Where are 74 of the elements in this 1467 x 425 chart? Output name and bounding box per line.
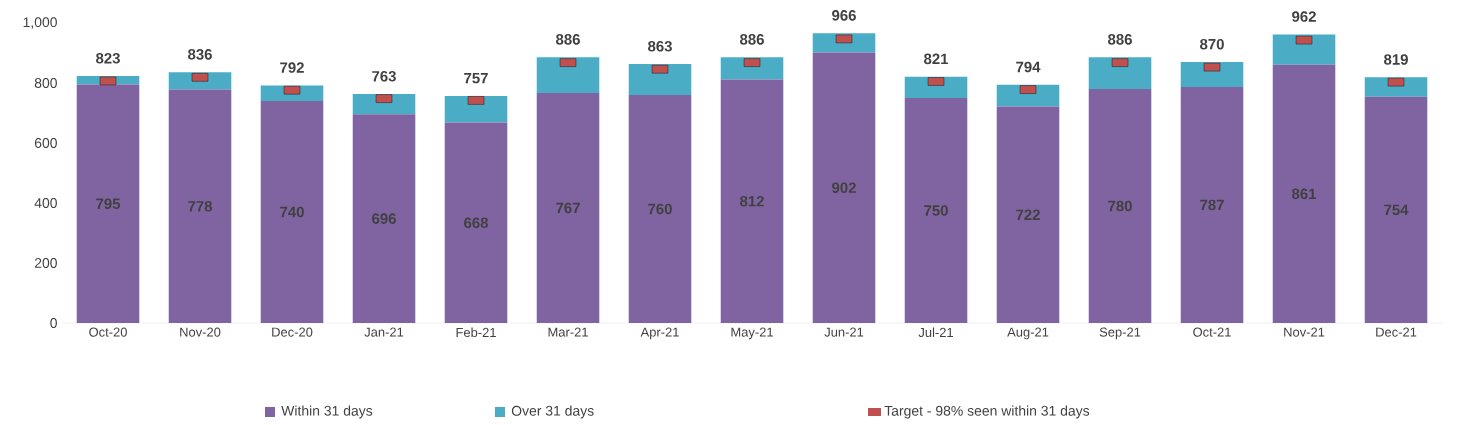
bar	[1180, 86, 1244, 323]
total-label: 870	[1200, 38, 1224, 50]
data-label: 740	[280, 206, 304, 218]
total-label: 757	[464, 72, 488, 84]
x-tick-label: Nov-21	[1284, 327, 1325, 337]
x-tick-label: Oct-21	[1193, 327, 1231, 337]
bar	[536, 92, 600, 323]
y-tick-label: 600	[34, 138, 57, 148]
data-label: 750	[924, 205, 948, 216]
total-label: 792	[280, 62, 304, 73]
data-label: 795	[96, 198, 121, 210]
data-label: 696	[372, 213, 396, 224]
bar	[1272, 64, 1336, 323]
data-label: 787	[1200, 199, 1224, 211]
total-label: 886	[1108, 34, 1132, 45]
data-label: 767	[556, 202, 580, 214]
y-tick-label: 400	[34, 198, 57, 208]
bar	[536, 57, 600, 93]
total-label: 823	[96, 52, 120, 64]
total-label: 886	[740, 34, 764, 45]
y-tick-label: 0	[50, 318, 57, 328]
data-label: 778	[188, 201, 213, 212]
bar	[1364, 96, 1428, 323]
x-tick-label: Nov-20	[180, 327, 221, 337]
y-tick-label: 1,000	[23, 17, 57, 29]
total-label: 966	[832, 10, 856, 21]
bar	[996, 106, 1060, 323]
total-label: 962	[1292, 11, 1316, 22]
x-tick-label: Jul-21	[918, 327, 954, 338]
total-label: 819	[1384, 54, 1408, 65]
data-label: 780	[1108, 200, 1132, 212]
bar	[904, 98, 968, 323]
bar	[628, 64, 692, 95]
x-tick-label: Oct-20	[89, 327, 127, 337]
bar	[168, 89, 232, 323]
bar	[352, 114, 416, 323]
bar	[444, 122, 508, 323]
bar	[1272, 34, 1336, 65]
x-tick-label: Dec-21	[1376, 327, 1417, 337]
x-tick-label: Feb-21	[456, 327, 496, 338]
x-tick-label: Dec-20	[272, 327, 313, 337]
total-label: 863	[648, 40, 672, 52]
bar	[1088, 89, 1152, 323]
data-label: 722	[1016, 209, 1040, 220]
data-label: 754	[1384, 204, 1409, 216]
bar	[628, 95, 692, 323]
bar	[444, 95, 508, 123]
data-label: 902	[832, 182, 856, 193]
data-label: 668	[464, 217, 489, 229]
y-tick-label: 200	[34, 258, 57, 268]
total-label: 763	[372, 70, 396, 82]
x-tick-label: Aug-21	[1007, 327, 1049, 340]
total-label: 836	[188, 49, 212, 60]
bar	[720, 79, 784, 323]
bar	[1088, 57, 1152, 89]
x-tick-label: Jan-21	[364, 327, 404, 337]
data-label: 760	[648, 203, 672, 215]
x-tick-label: Mar-21	[548, 327, 588, 337]
bar	[76, 84, 140, 323]
data-label: 812	[740, 195, 764, 207]
legend-label: Target - 98% seen within 31 days	[884, 405, 1090, 419]
total-label: 821	[924, 53, 949, 65]
total-label: 794	[1016, 61, 1041, 73]
x-tick-label: Sep-21	[1099, 327, 1141, 340]
bar	[812, 52, 876, 323]
x-tick-label: May-21	[731, 327, 773, 340]
bar	[260, 101, 324, 323]
data-label: 861	[1292, 188, 1317, 200]
legend-label: Within 31 days	[281, 405, 373, 419]
total-label: 886	[556, 34, 580, 45]
x-tick-label: Jun-21	[824, 327, 864, 337]
legend-label: Over 31 days	[511, 405, 594, 419]
x-tick-label: Apr-21	[640, 327, 679, 340]
y-tick-label: 800	[34, 78, 57, 88]
